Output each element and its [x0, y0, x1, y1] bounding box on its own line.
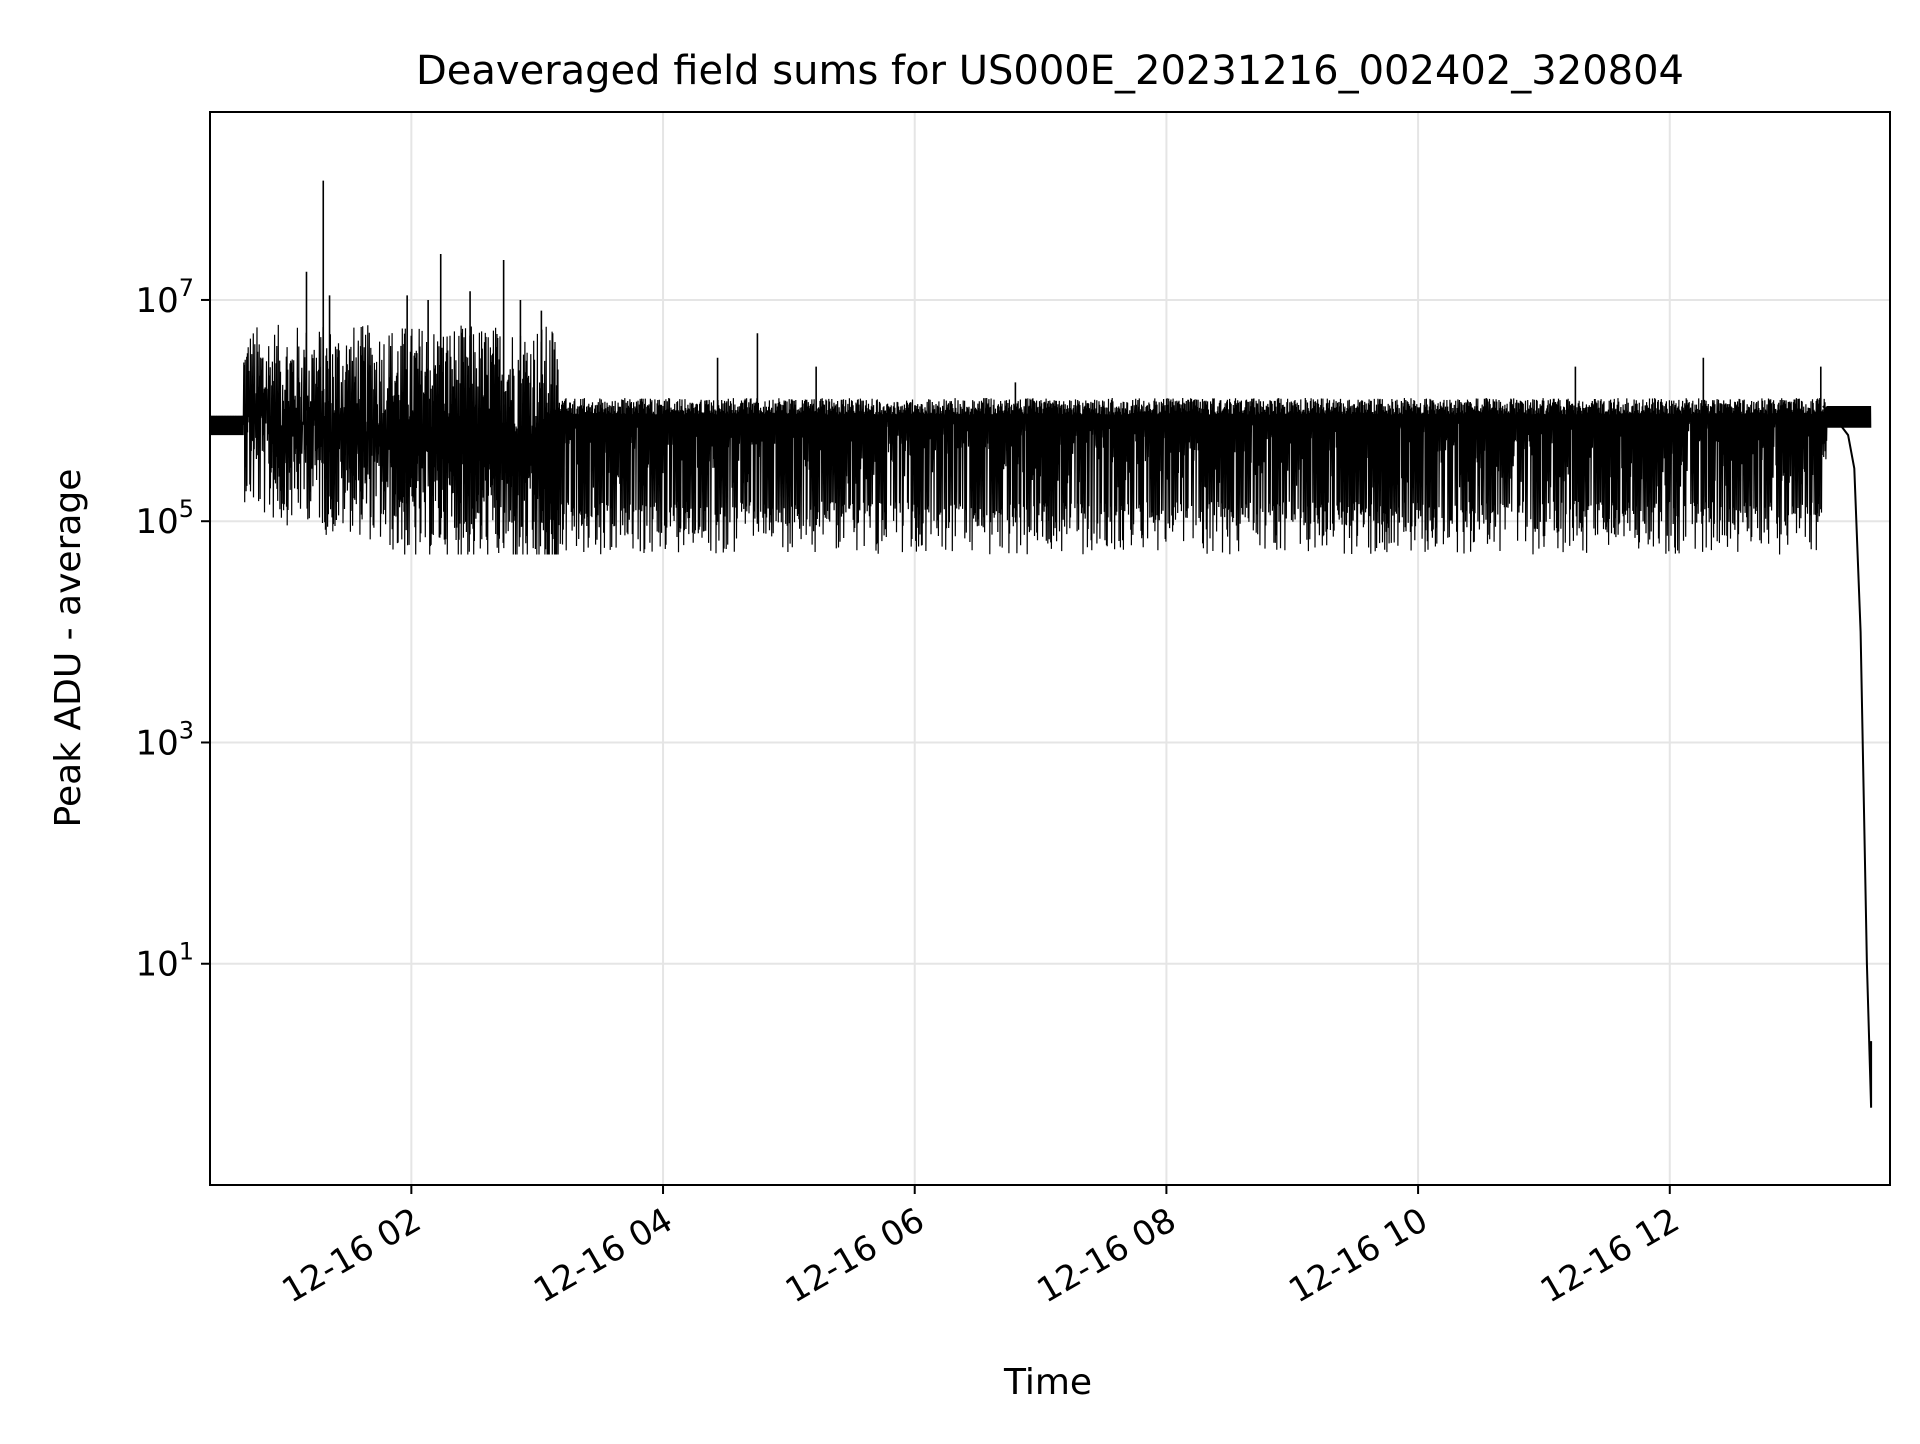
- x-axis-label: Time: [1003, 1362, 1092, 1403]
- y-tick-label-exponent: 7: [179, 274, 194, 302]
- y-tick-label: 105: [135, 495, 194, 542]
- y-tick-label-base: 10: [135, 281, 178, 321]
- y-tick-label: 101: [135, 938, 194, 985]
- y-tick-label-exponent: 3: [179, 716, 194, 744]
- x-tick-label: 12-16 04: [527, 1200, 679, 1311]
- grid-layer: [210, 112, 1890, 1185]
- x-tick-label: 12-16 12: [1534, 1200, 1686, 1311]
- y-tick-label-base: 10: [135, 945, 178, 985]
- x-tick-label: 12-16 02: [275, 1200, 427, 1311]
- y-tick-label-exponent: 1: [179, 938, 194, 966]
- y-tick-label-base: 10: [135, 502, 178, 542]
- x-ticks: 12-16 02 12-16 04 12-16 06 12-16 08 12-16 10…: [275, 1185, 1686, 1311]
- y-tick-label-base: 10: [135, 723, 178, 763]
- y-tick-label: 107: [135, 274, 194, 321]
- series-tail: [1822, 405, 1873, 1108]
- series-layer: [209, 180, 1873, 1108]
- y-tick-label-exponent: 5: [179, 495, 194, 523]
- x-tick-label: 12-16 06: [779, 1200, 931, 1311]
- chart-title: Deaveraged field sums for US000E_2023121…: [416, 48, 1684, 94]
- y-axis-label: Peak ADU - average: [48, 469, 89, 828]
- y-tick-label: 103: [135, 716, 194, 763]
- plot-frame: [209, 111, 1891, 1186]
- x-tick-label: 12-16 08: [1031, 1200, 1183, 1311]
- series-line: [209, 324, 1872, 555]
- x-tick-label: 12-16 10: [1282, 1200, 1434, 1311]
